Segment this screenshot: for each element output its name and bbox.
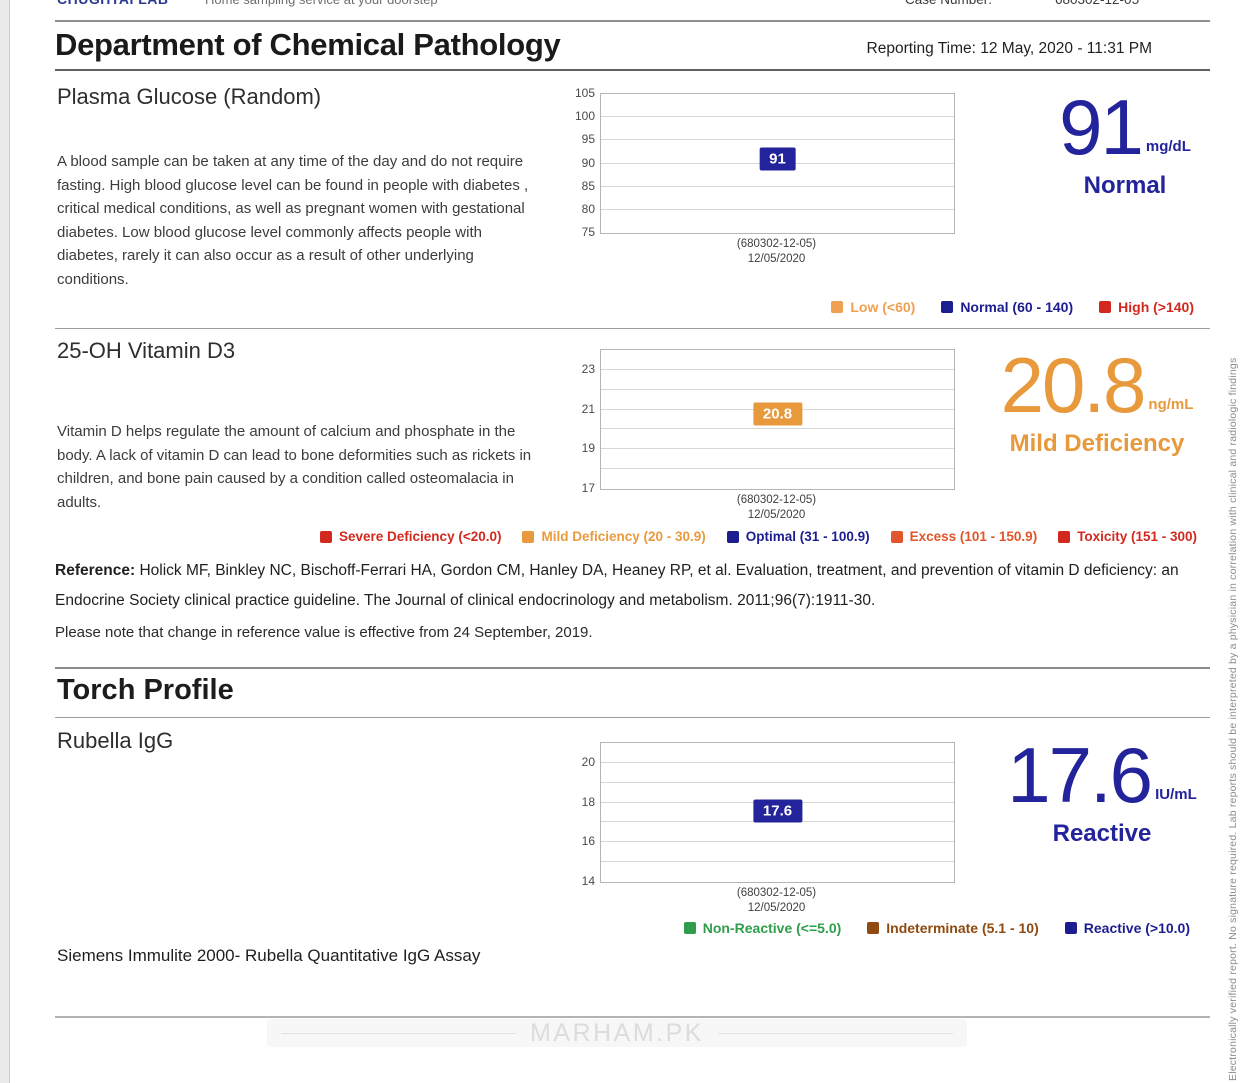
legend-swatch: [522, 530, 535, 543]
legend-item: High (>140): [1099, 299, 1194, 315]
rubella-igg-chart: 20 18 16 14 17.6 (680302-12-05) 12/05/2020: [563, 742, 958, 914]
legend-item: Indeterminate (5.1 - 10): [867, 920, 1039, 936]
legend-swatch: [1099, 301, 1112, 313]
legend-item: Normal (60 - 140): [941, 299, 1073, 315]
result-value: 91: [1059, 83, 1144, 171]
vitamin-d3-chart: 23 21 19 17 20.8 (680302-12-05) 12/05/2020: [563, 349, 958, 521]
section-title-plasma-glucose: Plasma Glucose (Random): [57, 84, 322, 109]
divider: [55, 717, 1210, 718]
watermark-text: MARHAM.PK: [530, 1018, 704, 1047]
legend-label: Excess (101 - 150.9): [909, 529, 1038, 544]
reference-change-note: Please note that change in reference val…: [55, 624, 593, 641]
page-left-edge: [0, 0, 10, 1083]
legend-item: Optimal (31 - 100.9): [726, 529, 870, 544]
legend-label: Optimal (31 - 100.9): [745, 529, 870, 544]
legend-swatch: [867, 922, 880, 934]
data-point-value-box: 20.8: [752, 402, 803, 426]
result-unit: ng/mL: [1148, 395, 1194, 413]
reference-text: Holick MF, Binkley NC, Bischoff-Ferrari …: [55, 562, 1179, 609]
legend-label: Reactive (>10.0): [1083, 920, 1190, 936]
legend-label: High (>140): [1118, 299, 1194, 315]
clipped-top-strip: CHUGHTAI LAB Home sampling service at yo…: [0, 0, 1242, 12]
watermark-line: [717, 1032, 953, 1034]
vitamin-d3-reference: Reference: Holick MF, Binkley NC, Bischo…: [55, 556, 1197, 616]
result-unit: IU/mL: [1155, 785, 1197, 803]
reporting-time-label: Reporting Time:: [866, 40, 976, 57]
plasma-glucose-description: A blood sample can be taken at any time …: [57, 153, 529, 288]
y-axis: 105 100 95 90 85 80 75: [574, 86, 595, 239]
legend-item: Low (<60): [831, 299, 915, 315]
rubella-igg-legend: Non-Reactive (<=5.0) Indeterminate (5.1 …: [683, 920, 1190, 936]
legend-item: Toxicity (151 - 300): [1058, 529, 1197, 544]
result-status: Normal: [1083, 171, 1167, 199]
reference-label: Reference:: [55, 562, 136, 579]
divider: [55, 667, 1210, 669]
legend-swatch: [320, 530, 332, 543]
result-status: Mild Deficiency: [1009, 429, 1185, 457]
legend-label: Mild Deficiency (20 - 30.9): [541, 529, 706, 544]
section-title-torch-profile: Torch Profile: [57, 674, 234, 706]
divider: [55, 20, 1210, 22]
legend-label: Toxicity (151 - 300): [1077, 529, 1197, 544]
result-status: Reactive: [1052, 819, 1152, 847]
plasma-glucose-result: 91 mg/dL Normal: [1030, 83, 1220, 200]
vitamin-d3-result: 20.8 ng/mL Mild Deficiency: [972, 341, 1222, 458]
legend-swatch: [726, 530, 739, 543]
case-number-label: Case Number:: [905, 0, 992, 7]
legend-swatch: [831, 301, 844, 313]
watermark-line: [281, 1032, 517, 1034]
legend-item: Non-Reactive (<=5.0): [683, 920, 842, 936]
y-axis: 23 21 19 17: [581, 361, 595, 495]
marham-watermark: MARHAM.PK: [267, 1019, 967, 1047]
case-number-value: 680302-12-05: [1055, 0, 1139, 7]
divider: [55, 328, 1210, 329]
legend-swatch: [941, 301, 954, 313]
section-title-vitamin-d3: 25-OH Vitamin D3: [57, 338, 236, 363]
lab-brand: CHUGHTAI LAB: [57, 0, 169, 7]
legend-label: Low (<60): [850, 299, 916, 315]
x-axis-label: (680302-12-05) 12/05/2020: [736, 238, 817, 265]
legend-item: Excess (101 - 150.9): [890, 529, 1038, 544]
plot-area: 17.6: [600, 742, 955, 883]
legend-swatch: [890, 530, 903, 543]
legend-item: Mild Deficiency (20 - 30.9): [522, 529, 706, 544]
rubella-igg-result: 17.6 IU/mL Reactive: [982, 731, 1222, 848]
legend-item: Severe Deficiency (<20.0): [320, 529, 501, 544]
legend-label: Indeterminate (5.1 - 10): [886, 920, 1039, 936]
legend-item: Reactive (>10.0): [1064, 920, 1190, 936]
x-axis-label: (680302-12-05) 12/05/2020: [736, 494, 817, 521]
data-point-value-box: 17.6: [752, 799, 803, 823]
lab-tagline: Home sampling service at your doorstep: [205, 0, 438, 7]
vitamin-d3-legend: Severe Deficiency (<20.0) Mild Deficienc…: [320, 529, 1197, 544]
legend-label: Non-Reactive (<=5.0): [702, 920, 842, 936]
y-axis: 20 18 16 14: [581, 754, 595, 888]
plasma-glucose-chart: 105 100 95 90 85 80 75 91 (680302-12-05) 12/05…: [563, 86, 958, 265]
result-unit: mg/dL: [1145, 137, 1191, 155]
plot-area: 20.8: [600, 349, 955, 490]
section-title-rubella-igg: Rubella IgG: [57, 728, 174, 753]
legend-swatch: [683, 922, 696, 934]
legend-label: Normal (60 - 140): [960, 299, 1074, 315]
rubella-assay-note: Siemens Immulite 2000- Rubella Quantitat…: [57, 946, 481, 965]
vertical-disclaimer-text: Electronically verified report. No signa…: [1227, 357, 1239, 1081]
divider: [55, 1016, 1210, 1018]
legend-swatch: [1064, 922, 1077, 934]
legend-label: Severe Deficiency (<20.0): [339, 529, 502, 544]
vitamin-d3-description: Vitamin D helps regulate the amount of c…: [57, 423, 532, 511]
page-title: Department of Chemical Pathology: [55, 27, 561, 62]
reporting-time: Reporting Time: 12 May, 2020 - 11:31 PM: [867, 40, 1152, 58]
result-value: 20.8: [1000, 341, 1147, 429]
reporting-time-value: 12 May, 2020 - 11:31 PM: [980, 40, 1152, 57]
plot-area: 91: [600, 93, 955, 234]
plasma-glucose-legend: Low (<60) Normal (60 - 140) High (>140): [831, 299, 1194, 315]
divider: [55, 69, 1210, 71]
data-point-value-box: 91: [759, 147, 796, 171]
result-value: 17.6: [1007, 731, 1153, 819]
x-axis-label: (680302-12-05) 12/05/2020: [736, 887, 817, 914]
legend-swatch: [1058, 530, 1071, 543]
